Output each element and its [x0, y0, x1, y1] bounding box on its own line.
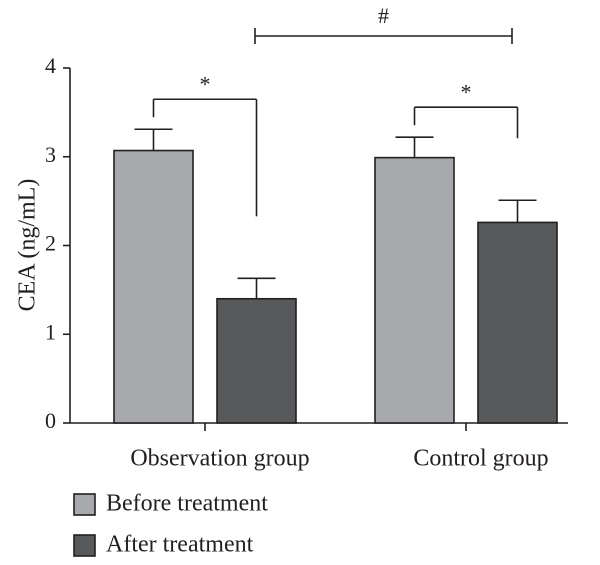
y-tick-label: 4 — [45, 53, 56, 78]
x-category-label: Control group — [413, 446, 548, 472]
bar-before-observation — [113, 149, 194, 424]
legend-swatch — [73, 534, 96, 557]
error-bars — [134, 128, 537, 299]
bars — [113, 149, 558, 424]
significance-annotations: * * # — [152, 3, 519, 217]
legend: Before treatment After treatment — [73, 491, 268, 558]
bar-after-observation — [216, 297, 297, 424]
y-axis-ticks: 0 1 2 3 4 — [45, 53, 70, 433]
legend-swatch — [73, 493, 96, 516]
x-axis-categories: Observation group Control group — [130, 423, 549, 472]
y-tick-label: 0 — [45, 408, 56, 433]
x-category-label: Observation group — [130, 446, 309, 472]
significance-mark: # — [378, 3, 389, 28]
legend-label: After treatment — [106, 532, 254, 558]
legend-label: Before treatment — [106, 491, 268, 517]
y-axis-title: CEA (ng/mL) — [15, 179, 41, 312]
y-tick-label: 2 — [45, 231, 56, 256]
y-tick-label: 1 — [45, 319, 56, 344]
y-tick-label: 3 — [45, 142, 56, 167]
significance-mark: * — [200, 71, 211, 96]
significance-mark: * — [461, 79, 472, 104]
bar-before-control — [374, 156, 455, 424]
bar-after-control — [477, 221, 558, 424]
